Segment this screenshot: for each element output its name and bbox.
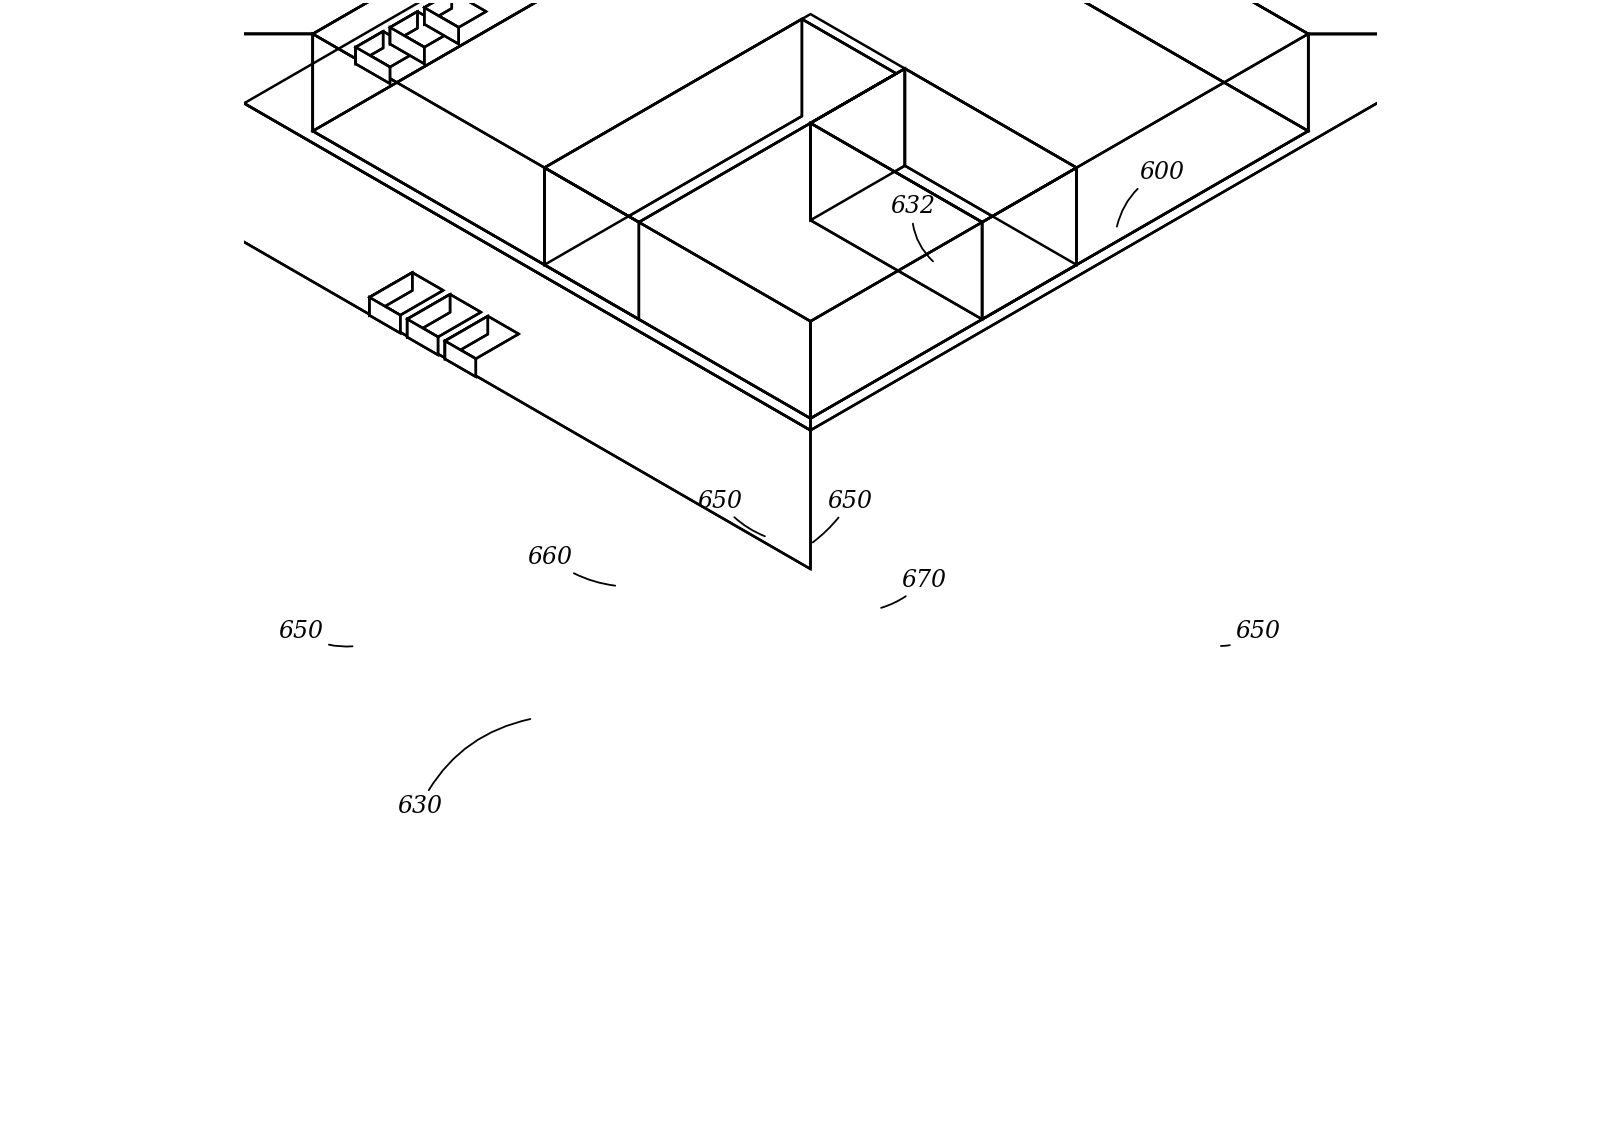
Polygon shape — [123, 34, 810, 569]
Polygon shape — [545, 19, 896, 222]
Polygon shape — [425, 0, 452, 24]
Polygon shape — [313, 0, 1308, 419]
Text: 630: 630 — [397, 719, 530, 818]
Polygon shape — [810, 0, 1498, 34]
Polygon shape — [444, 316, 488, 358]
Polygon shape — [810, 68, 905, 221]
Polygon shape — [444, 316, 519, 358]
Polygon shape — [355, 32, 418, 67]
Text: 650: 650 — [697, 489, 765, 536]
Polygon shape — [545, 19, 802, 265]
Text: 650: 650 — [1221, 620, 1281, 646]
Polygon shape — [425, 8, 459, 44]
Polygon shape — [444, 341, 477, 377]
Polygon shape — [810, 123, 982, 320]
Text: 660: 660 — [527, 546, 616, 586]
Polygon shape — [355, 32, 383, 64]
Polygon shape — [545, 167, 639, 320]
Polygon shape — [123, 0, 810, 34]
Polygon shape — [810, 68, 1076, 222]
Polygon shape — [810, 34, 1308, 419]
Polygon shape — [982, 167, 1076, 320]
Text: 650: 650 — [812, 489, 872, 543]
Text: 670: 670 — [882, 569, 947, 608]
Polygon shape — [425, 0, 486, 27]
Text: 600: 600 — [1117, 162, 1183, 226]
Polygon shape — [123, 34, 810, 430]
Polygon shape — [391, 11, 418, 44]
Polygon shape — [810, 0, 1308, 131]
Polygon shape — [370, 272, 443, 315]
Polygon shape — [370, 297, 400, 333]
Text: 650: 650 — [279, 620, 352, 646]
Polygon shape — [123, 0, 810, 173]
Polygon shape — [313, 0, 810, 131]
Polygon shape — [391, 27, 425, 64]
Polygon shape — [905, 68, 1076, 265]
Text: 632: 632 — [890, 195, 935, 262]
Polygon shape — [810, 34, 1498, 430]
Polygon shape — [407, 295, 451, 337]
Polygon shape — [391, 11, 452, 47]
Polygon shape — [407, 319, 438, 355]
Polygon shape — [313, 34, 810, 419]
Polygon shape — [355, 47, 391, 84]
Polygon shape — [407, 295, 481, 337]
Polygon shape — [370, 272, 412, 315]
